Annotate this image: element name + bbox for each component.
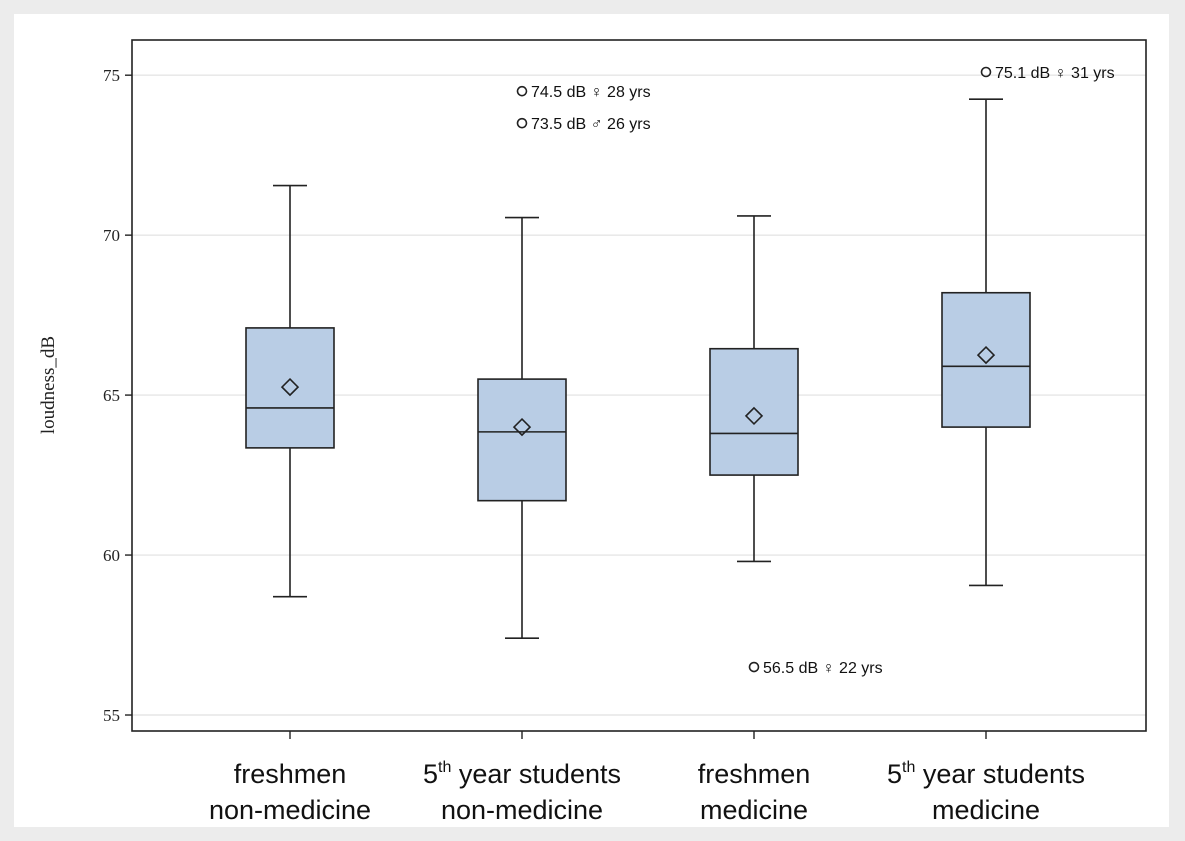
outlier-label: 73.5 dB ♂ 26 yrs: [531, 116, 651, 133]
category-label-line1: 5th year students: [887, 759, 1085, 789]
outlier-point: [516, 117, 528, 129]
category-label-line1: freshmen: [698, 759, 811, 789]
y-tick-label: 65: [103, 386, 120, 405]
mean-marker: [512, 417, 532, 437]
category-label-line2: medicine: [700, 795, 808, 825]
category-label-line2: medicine: [932, 795, 1040, 825]
outlier-point: [748, 661, 760, 673]
axes: 55 60 65 70 75: [103, 66, 987, 739]
mean-marker: [744, 406, 764, 426]
category-label-line1: freshmen: [234, 759, 347, 789]
chart-frame: 55 60 65 70 75 loudness_dB 74.5 dB ♀ 28 yrs 7…: [14, 14, 1169, 827]
iqr-box: [245, 327, 335, 449]
outlier-label: 75.1 dB ♀ 31 yrs: [995, 65, 1115, 82]
y-tick-label: 60: [103, 546, 120, 565]
outliers: 74.5 dB ♀ 28 yrs 73.5 dB ♂ 26 yrs 56.5 dB …: [516, 65, 1115, 677]
category-labels: freshmen non-medicine 5th year students non…: [209, 759, 1085, 825]
mean-marker: [280, 377, 300, 397]
outlier-point: [980, 66, 992, 78]
y-tick-label: 70: [103, 226, 120, 245]
iqr-box: [477, 378, 567, 502]
iqr-box: [709, 347, 799, 476]
y-tick-label: 55: [103, 706, 120, 725]
box-group: [941, 98, 1031, 587]
boxes: [245, 98, 1031, 640]
mean-marker: [976, 345, 996, 365]
outlier-label: 74.5 dB ♀ 28 yrs: [531, 84, 651, 101]
outlier-label: 56.5 dB ♀ 22 yrs: [763, 660, 883, 677]
plot-area-border: [131, 39, 1147, 732]
box-group: [477, 216, 567, 640]
iqr-box: [941, 291, 1031, 428]
category-label-line2: non-medicine: [441, 795, 603, 825]
y-tick-label: 75: [103, 66, 120, 85]
box-group: [245, 184, 335, 598]
outlier-point: [516, 85, 528, 97]
category-label-line2: non-medicine: [209, 795, 371, 825]
category-label-line1: 5th year students: [423, 759, 621, 789]
box-group: [709, 215, 799, 563]
y-axis-title: loudness_dB: [38, 336, 59, 434]
